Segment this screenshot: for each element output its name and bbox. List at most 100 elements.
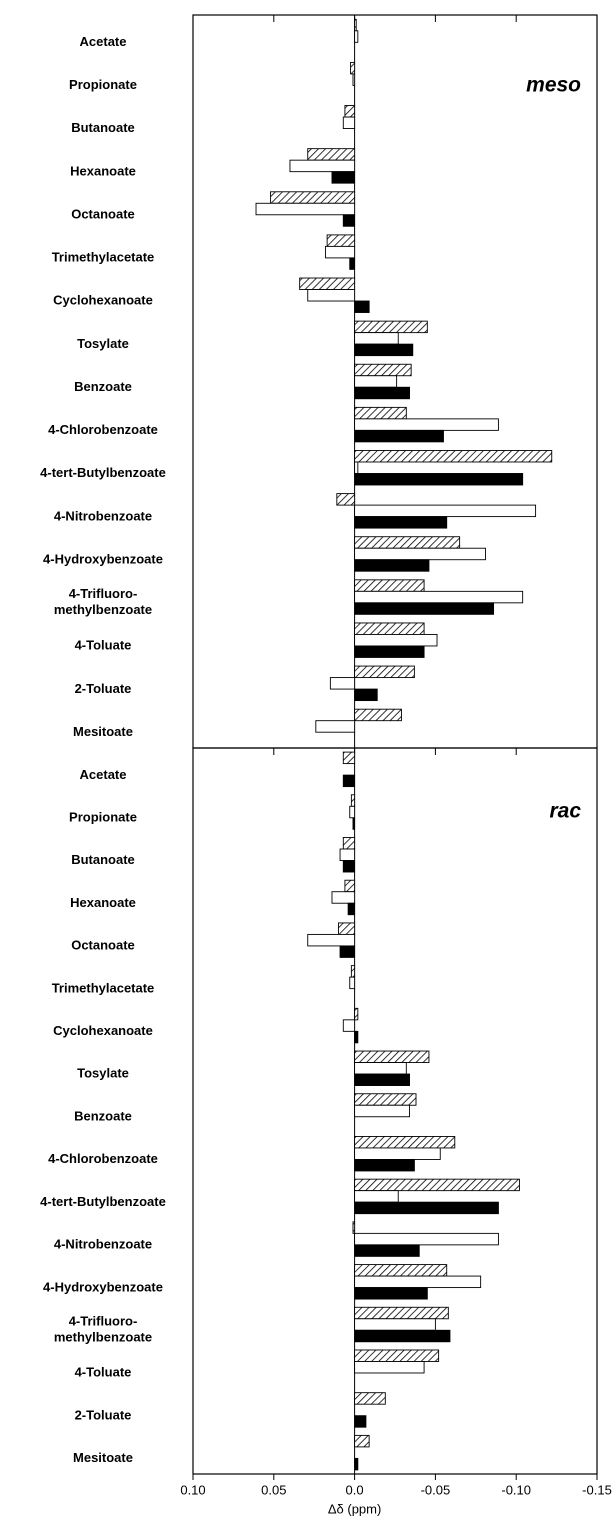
bar [342, 860, 356, 873]
x-tick-label: -0.05 [421, 1482, 451, 1497]
bar [342, 837, 356, 850]
category-label: 4-Nitrobenzoate [54, 1237, 152, 1252]
category-label: Mesitoate [73, 1450, 133, 1465]
x-tick-label: -0.10 [501, 1482, 531, 1497]
bar [354, 579, 425, 592]
category-label: Butanoate [71, 852, 135, 867]
bar [354, 343, 414, 357]
category-label: 4-Trifluoro-methylbenzoate [54, 587, 152, 618]
category-label: Benzoate [74, 1108, 132, 1123]
category-label: 4-Nitrobenzoate [54, 508, 152, 523]
panel-label: rac [549, 800, 581, 823]
bar [354, 1136, 456, 1149]
category-label: 4-Chlorobenzoate [48, 422, 158, 437]
bar [354, 559, 430, 572]
bar [354, 30, 359, 43]
category-label: 2-Toluate [75, 681, 132, 696]
bar [354, 516, 448, 529]
bar [299, 277, 356, 290]
bar [331, 891, 356, 904]
bar [354, 363, 412, 377]
bar [349, 805, 356, 819]
bar [354, 473, 524, 486]
category-label: Butanoate [71, 120, 135, 135]
category-label: 4-Toluate [75, 1365, 132, 1380]
bar [354, 504, 537, 518]
bar [354, 688, 378, 702]
bar [339, 945, 356, 958]
category-label: Acetate [80, 767, 127, 782]
x-axis-label: Δδ (ppm) [328, 1501, 381, 1516]
bar [270, 191, 356, 204]
bar [354, 1030, 359, 1044]
bar [349, 257, 356, 270]
bar [354, 1434, 370, 1448]
bar [342, 214, 356, 227]
bar [352, 73, 356, 86]
bar [307, 289, 356, 302]
category-label: 4-Toluate [75, 638, 132, 653]
bar [347, 902, 356, 916]
bar [354, 1329, 451, 1343]
bar [326, 234, 356, 247]
category-label: Octanoate [71, 938, 135, 953]
bar [307, 148, 356, 161]
bar [354, 300, 370, 313]
bar [289, 159, 356, 173]
bar [354, 1147, 441, 1160]
bar [344, 879, 356, 893]
bar [354, 1062, 407, 1075]
category-label: Benzoate [74, 379, 132, 394]
bar [325, 245, 356, 259]
category-label: 4-Chlorobenzoate [48, 1151, 158, 1166]
bar [336, 493, 356, 506]
bar [255, 202, 356, 216]
bar [342, 1019, 356, 1032]
category-label: Trimethylacetate [52, 250, 155, 265]
category-label: Propionate [69, 77, 137, 92]
bar [354, 418, 499, 431]
category-label: 4-Hydroxybenzoate [43, 1279, 163, 1294]
bar [354, 1104, 410, 1118]
bar [354, 1415, 367, 1428]
bar [350, 794, 356, 807]
bar [337, 922, 356, 935]
bar [354, 320, 428, 334]
bar [354, 1287, 428, 1300]
category-label: 4-tert-Butylbenzoate [40, 1194, 166, 1209]
bar [354, 1306, 449, 1320]
x-tick-label: 0.10 [180, 1482, 205, 1497]
bar [354, 332, 399, 345]
x-tick-label: 0.0 [346, 1482, 364, 1497]
bar [354, 622, 425, 635]
bar [354, 1232, 499, 1246]
bar [354, 1349, 440, 1362]
bar [354, 1178, 520, 1192]
bar [354, 1159, 415, 1172]
bar [354, 1361, 425, 1374]
category-label: Tosylate [77, 1066, 129, 1081]
bar [342, 116, 356, 129]
bar [354, 547, 486, 561]
bar [350, 61, 356, 75]
category-label: Propionate [69, 809, 137, 824]
bar [354, 536, 461, 549]
bar [354, 665, 415, 679]
bar [350, 965, 356, 978]
bar [342, 751, 356, 765]
category-label: 4-Trifluoro-methylbenzoate [54, 1314, 152, 1345]
bar [354, 461, 359, 474]
bar [352, 1221, 356, 1234]
category-label: 2-Toluate [75, 1407, 132, 1422]
bar [354, 375, 398, 388]
category-label: Cyclohexanoate [53, 1023, 153, 1038]
bar [344, 105, 356, 118]
category-label: Octanoate [71, 206, 135, 221]
bar [354, 450, 553, 463]
category-label: 4-Hydroxybenzoate [43, 551, 163, 566]
bar [349, 976, 356, 990]
bar [354, 634, 438, 647]
panel-label: meso [526, 74, 581, 97]
bar [354, 590, 524, 604]
category-label: Hexanoate [70, 163, 136, 178]
